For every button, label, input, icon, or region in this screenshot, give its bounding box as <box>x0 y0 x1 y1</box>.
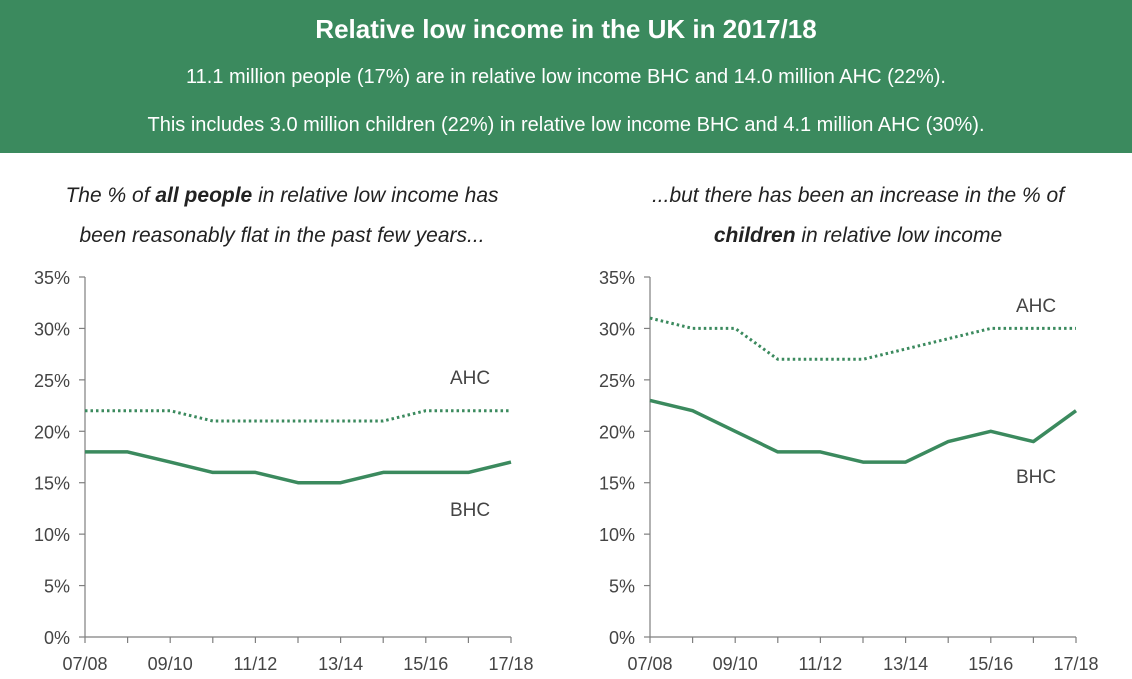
left-x-tick-label: 17/18 <box>488 654 533 674</box>
left-subtitle-post: in relative low income has <box>252 184 499 207</box>
right-x-tick-label: 15/16 <box>968 654 1013 674</box>
left-y-tick-label: 5% <box>44 577 70 597</box>
right-subtitle-line1: ...but there has been an increase in the… <box>651 184 1065 207</box>
left-subtitle-bold: all people <box>155 184 253 207</box>
left-x-tick-label: 11/12 <box>234 654 278 674</box>
right-x-tick-label: 17/18 <box>1053 654 1098 674</box>
summary-line-people: 11.1 million people (17%) are in relativ… <box>186 66 946 88</box>
left-x-tick-label: 09/10 <box>148 654 193 674</box>
header-banner: Relative low income in the UK in 2017/18… <box>0 0 1132 153</box>
right-series-label-bhc: BHC <box>1016 467 1056 488</box>
right-subtitle-post: in relative low income <box>795 224 1003 247</box>
left-series-label-ahc: AHC <box>450 368 490 389</box>
right-y-tick-label: 0% <box>609 628 635 648</box>
right-y-tick-label: 10% <box>599 525 635 545</box>
left-y-tick-label: 35% <box>34 268 70 288</box>
left-y-tick-label: 25% <box>34 371 70 391</box>
right-y-tick-label: 30% <box>599 319 635 339</box>
page-title: Relative low income in the UK in 2017/18 <box>315 14 817 44</box>
left-subtitle-line2: been reasonably flat in the past few yea… <box>79 224 485 247</box>
left-y-tick-label: 10% <box>34 525 70 545</box>
left-y-tick-label: 0% <box>44 628 70 648</box>
right-x-tick-label: 09/10 <box>713 654 758 674</box>
left-x-tick-label: 13/14 <box>318 654 363 674</box>
right-y-tick-label: 25% <box>599 371 635 391</box>
right-series-ahc <box>649 316 1076 361</box>
right-chart-subtitle: ...but there has been an increase in the… <box>598 176 1118 256</box>
right-series-bhc <box>649 398 1078 464</box>
summary-line-children: This includes 3.0 million children (22%)… <box>147 114 985 136</box>
left-series-label-bhc: BHC <box>450 500 490 521</box>
right-y-tick-label: 20% <box>599 422 635 442</box>
left-x-tick-label: 07/08 <box>62 654 107 674</box>
left-y-tick-label: 15% <box>34 474 70 494</box>
left-series-ahc <box>85 409 511 423</box>
left-chart-subtitle: The % of all people in relative low inco… <box>22 176 542 256</box>
left-y-tick-label: 30% <box>34 319 70 339</box>
left-subtitle-pre: The % of <box>65 184 156 207</box>
right-y-tick-label: 35% <box>599 268 635 288</box>
right-y-tick-label: 5% <box>609 577 635 597</box>
left-x-tick-label: 15/16 <box>403 654 448 674</box>
left-y-tick-label: 20% <box>34 422 70 442</box>
right-subtitle-bold: children <box>713 224 796 247</box>
right-y-tick-label: 15% <box>599 474 635 494</box>
right-x-tick-label: 07/08 <box>627 654 672 674</box>
right-x-tick-label: 11/12 <box>799 654 843 674</box>
right-series-label-ahc: AHC <box>1016 296 1056 317</box>
left-series-bhc <box>85 450 512 485</box>
right-x-tick-label: 13/14 <box>883 654 928 674</box>
